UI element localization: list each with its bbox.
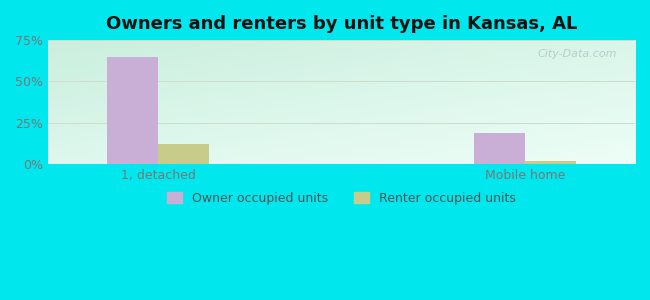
Bar — [107, 57, 158, 164]
Bar — [474, 133, 525, 164]
Bar — [525, 161, 577, 164]
Text: City-Data.com: City-Data.com — [538, 49, 617, 59]
Legend: Owner occupied units, Renter occupied units: Owner occupied units, Renter occupied un… — [162, 187, 521, 210]
Title: Owners and renters by unit type in Kansas, AL: Owners and renters by unit type in Kansa… — [106, 15, 577, 33]
Bar — [158, 144, 209, 164]
